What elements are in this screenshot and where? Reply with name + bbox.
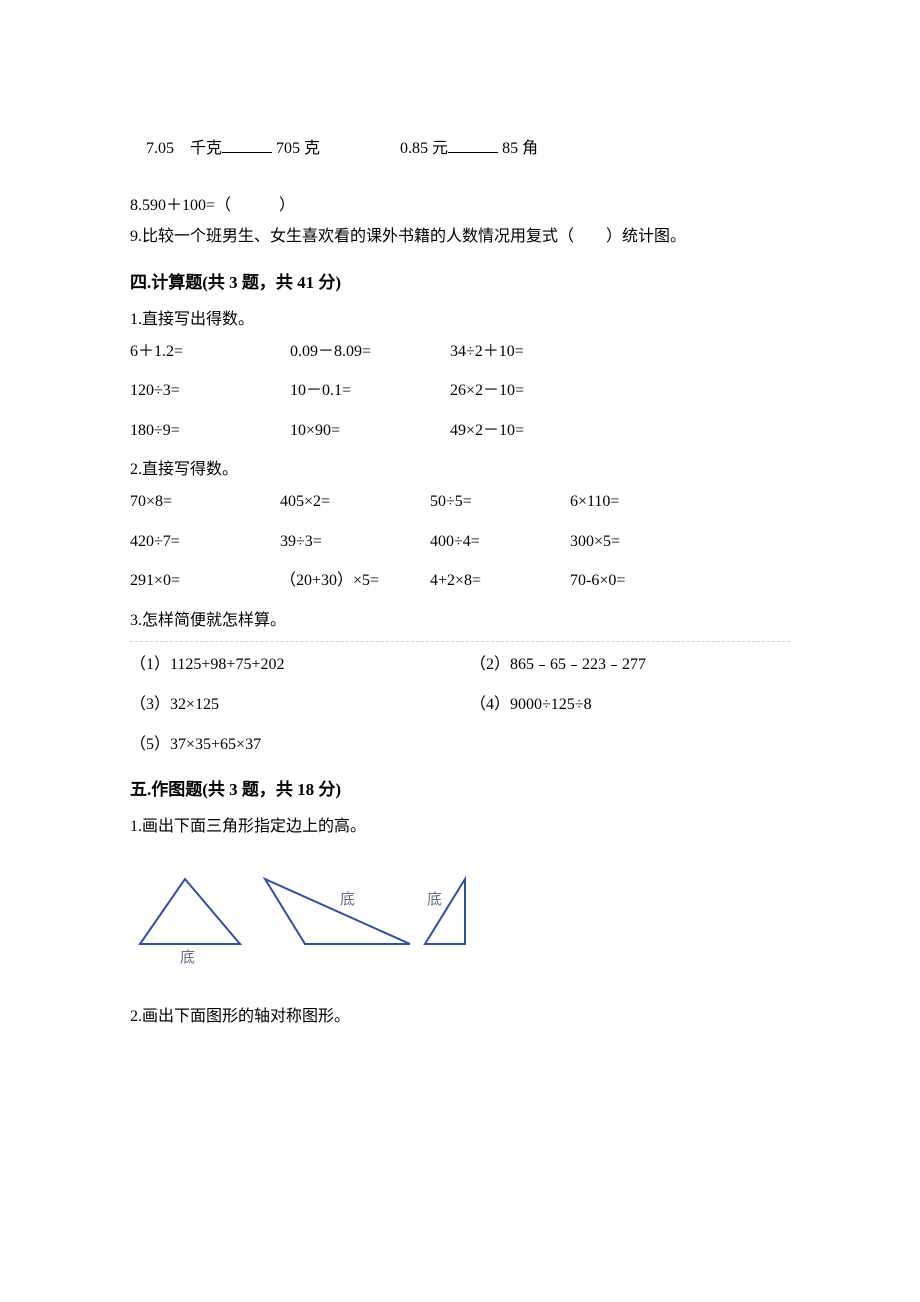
- triangle-2-label: 底: [340, 891, 355, 908]
- calc-row: 70×8= 405×2= 50÷5= 6×110=: [130, 489, 790, 515]
- calc-pair: （3）32×125 （4）9000÷125÷8: [130, 692, 790, 718]
- q7-part1-suffix: 705 克: [272, 140, 320, 157]
- triangle-1: [140, 879, 240, 944]
- calc-cell: 26×2－10=: [450, 378, 610, 404]
- s5-q2-title: 2.画出下面图形的轴对称图形。: [130, 1004, 790, 1030]
- calc-row: 291×0= （20+30）×5= 4+2×8= 70-6×0=: [130, 568, 790, 594]
- calc-pair: （1）1125+98+75+202 （2）865﹣65﹣223﹣277: [130, 652, 790, 678]
- calc-cell: 405×2=: [280, 489, 430, 515]
- calc-cell: 39÷3=: [280, 529, 430, 555]
- question-9: 9.比较一个班男生、女生喜欢看的课外书籍的人数情况用复式（ ）统计图。: [130, 224, 790, 250]
- s4-q2-block: 70×8= 405×2= 50÷5= 6×110= 420÷7= 39÷3= 4…: [130, 489, 790, 594]
- calc-cell: 49×2－10=: [450, 418, 610, 444]
- q7-part2-suffix: 85 角: [498, 140, 538, 157]
- s4-q3-title: 3.怎样简便就怎样算。: [130, 608, 790, 634]
- calc-cell: （20+30）×5=: [280, 568, 430, 594]
- question-7: 7.05 千克 705 克 0.85 元 85 角: [130, 110, 790, 187]
- calc-row: 120÷3= 10－0.1= 26×2－10=: [130, 378, 790, 404]
- calc-cell: 50÷5=: [430, 489, 570, 515]
- s4-q2-title: 2.直接写得数。: [130, 457, 790, 483]
- calc-cell: 70-6×0=: [570, 568, 720, 594]
- s4-q1-title: 1.直接写出得数。: [130, 307, 790, 333]
- triangles-svg: 底 底 底: [130, 864, 470, 974]
- calc-cell: 400÷4=: [430, 529, 570, 555]
- calc-cell: 300×5=: [570, 529, 720, 555]
- calc-cell: [470, 732, 790, 758]
- calc-cell: 420÷7=: [130, 529, 280, 555]
- calc-cell: 291×0=: [130, 568, 280, 594]
- calc-cell: （2）865﹣65﹣223﹣277: [470, 652, 790, 678]
- triangle-2: [265, 879, 410, 944]
- q7-part2-prefix: 0.85 元: [400, 140, 448, 157]
- triangle-1-label: 底: [180, 949, 195, 966]
- blank: [448, 136, 498, 153]
- section-4-title: 四.计算题(共 3 题，共 41 分): [130, 268, 790, 293]
- s5-q1-title: 1.画出下面三角形指定边上的高。: [130, 814, 790, 840]
- calc-cell: （1）1125+98+75+202: [130, 652, 470, 678]
- s4-q3-block: （1）1125+98+75+202 （2）865﹣65﹣223﹣277 （3）3…: [130, 652, 790, 757]
- s4-q1-block: 6＋1.2= 0.09－8.09= 34÷2＋10= 120÷3= 10－0.1…: [130, 339, 790, 444]
- calc-cell: 4+2×8=: [430, 568, 570, 594]
- triangle-3: [425, 879, 465, 944]
- divider: [130, 641, 790, 642]
- calc-cell: 6＋1.2=: [130, 339, 290, 365]
- calc-cell: 70×8=: [130, 489, 280, 515]
- calc-cell: （4）9000÷125÷8: [470, 692, 790, 718]
- calc-row: 6＋1.2= 0.09－8.09= 34÷2＋10=: [130, 339, 790, 365]
- calc-cell: 0.09－8.09=: [290, 339, 450, 365]
- calc-cell: 180÷9=: [130, 418, 290, 444]
- calc-cell: 34÷2＋10=: [450, 339, 610, 365]
- question-8: 8.590＋100=（ ）: [130, 193, 790, 219]
- calc-cell: 6×110=: [570, 489, 720, 515]
- blank: [222, 136, 272, 153]
- calc-cell: 10×90=: [290, 418, 450, 444]
- calc-row: 420÷7= 39÷3= 400÷4= 300×5=: [130, 529, 790, 555]
- triangle-3-label: 底: [427, 891, 442, 908]
- calc-cell: （5）37×35+65×37: [130, 732, 470, 758]
- triangle-figures: 底 底 底: [130, 864, 790, 974]
- calc-row: 180÷9= 10×90= 49×2－10=: [130, 418, 790, 444]
- page: 7.05 千克 705 克 0.85 元 85 角 8.590＋100=（ ） …: [0, 0, 920, 1302]
- calc-pair: （5）37×35+65×37: [130, 732, 790, 758]
- q7-part1-prefix: 7.05 千克: [146, 140, 222, 157]
- calc-cell: 10－0.1=: [290, 378, 450, 404]
- calc-cell: 120÷3=: [130, 378, 290, 404]
- calc-cell: （3）32×125: [130, 692, 470, 718]
- section-5-title: 五.作图题(共 3 题，共 18 分): [130, 775, 790, 800]
